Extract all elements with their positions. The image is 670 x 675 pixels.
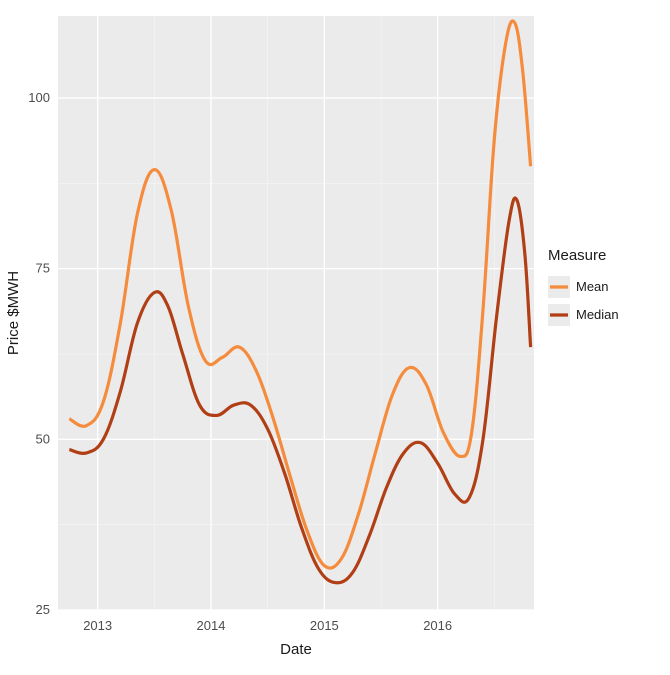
plot-panel [58,16,534,610]
x-tick-label: 2014 [197,618,226,633]
x-tick-label: 2016 [423,618,452,633]
y-axis-title: Price $MWH [5,271,22,355]
legend-label: Median [576,307,619,322]
price-line-chart: 25 50 75 100 2013 2014 2015 2016 Date Price $MWH M… [0,0,670,670]
legend-title: Measure [548,247,606,264]
x-axis-title: Date [280,641,312,658]
chart-svg: 25 50 75 100 2013 2014 2015 2016 Date Price $MWH M… [0,0,670,670]
legend-label: Mean [576,279,609,294]
y-tick-label: 50 [36,431,50,446]
y-tick-label: 100 [28,90,50,105]
y-tick-label: 25 [36,602,50,617]
x-tick-label: 2015 [310,618,339,633]
y-tick-label: 75 [36,261,50,276]
x-tick-label: 2013 [83,618,112,633]
